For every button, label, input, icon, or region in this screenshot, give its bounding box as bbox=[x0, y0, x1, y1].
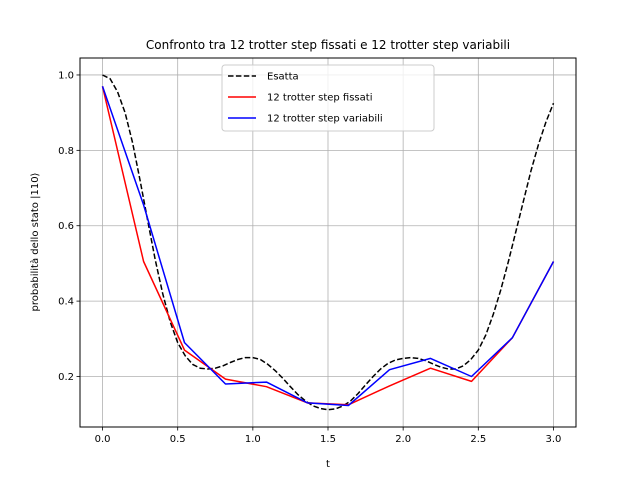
x-tick-label: 2.5 bbox=[470, 434, 486, 445]
x-tick-label: 1.5 bbox=[320, 434, 336, 445]
y-axis: 0.2 0.4 0.6 0.8 1.0 bbox=[58, 70, 80, 383]
y-tick-label: 0.2 bbox=[58, 372, 74, 383]
x-tick-label: 0.0 bbox=[95, 434, 111, 445]
x-tick-label: 1.0 bbox=[245, 434, 261, 445]
x-tick-label: 0.5 bbox=[170, 434, 186, 445]
y-tick-label: 1.0 bbox=[58, 70, 74, 81]
x-tick-label: 3.0 bbox=[546, 434, 562, 445]
series-line-2 bbox=[101, 86, 555, 407]
y-axis-label: probabilità dello stato |110⟩ bbox=[29, 172, 41, 311]
series-line-0 bbox=[102, 74, 555, 411]
x-axis-label: t bbox=[326, 459, 330, 470]
legend-label-0: Esatta bbox=[267, 72, 299, 83]
series-group bbox=[101, 74, 555, 411]
chart-title: Confronto tra 12 trotter step fissati e … bbox=[146, 38, 510, 52]
legend-label-1: 12 trotter step fissati bbox=[267, 93, 372, 104]
y-tick-label: 0.8 bbox=[58, 146, 74, 157]
legend-label-2: 12 trotter step variabili bbox=[267, 114, 383, 125]
y-tick-label: 0.4 bbox=[58, 297, 74, 308]
x-axis: 0.0 0.5 1.0 1.5 2.0 2.5 3.0 bbox=[95, 427, 562, 445]
y-tick-label: 0.6 bbox=[58, 221, 74, 232]
legend-box bbox=[221, 64, 435, 132]
legend: Esatta 12 trotter step fissati 12 trotter … bbox=[221, 64, 435, 132]
x-tick-label: 2.0 bbox=[395, 434, 411, 445]
